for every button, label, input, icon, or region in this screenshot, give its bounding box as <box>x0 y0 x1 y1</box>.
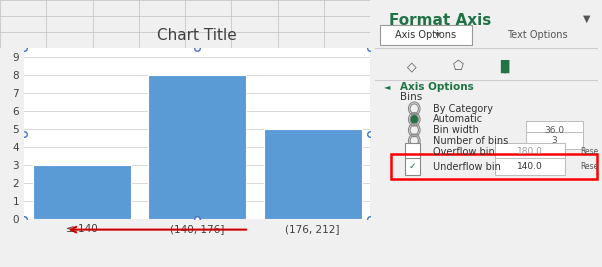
Text: Rese: Rese <box>580 162 598 171</box>
Text: Number of bins: Number of bins <box>433 136 508 146</box>
Text: Rese: Rese <box>580 147 598 156</box>
Title: Chart Title: Chart Title <box>157 28 237 43</box>
Circle shape <box>410 115 418 124</box>
Bar <box>33 165 131 219</box>
Text: By Category: By Category <box>433 104 493 114</box>
Text: 180.0: 180.0 <box>517 147 543 156</box>
Bar <box>148 75 246 219</box>
FancyBboxPatch shape <box>379 25 472 45</box>
Text: Axis Options: Axis Options <box>400 82 474 92</box>
Text: Underflow bin: Underflow bin <box>433 162 501 172</box>
Text: ▼: ▼ <box>583 13 591 23</box>
Text: Overflow bin: Overflow bin <box>433 147 495 157</box>
Text: Format Axis: Format Axis <box>389 13 491 28</box>
FancyBboxPatch shape <box>495 158 565 175</box>
FancyBboxPatch shape <box>526 121 583 139</box>
FancyBboxPatch shape <box>405 143 420 160</box>
Text: Automatic: Automatic <box>433 114 483 124</box>
Text: Axis Options: Axis Options <box>396 30 456 40</box>
Text: ◇: ◇ <box>407 60 417 73</box>
Text: 3: 3 <box>551 136 557 145</box>
Text: 36.0: 36.0 <box>544 125 565 135</box>
Text: ⬠: ⬠ <box>453 60 464 73</box>
Text: ▼: ▼ <box>435 32 441 38</box>
Text: ▐▌: ▐▌ <box>495 60 514 73</box>
FancyBboxPatch shape <box>526 132 583 149</box>
Text: ◄: ◄ <box>384 82 391 91</box>
Text: Bin width: Bin width <box>433 125 479 135</box>
Text: Text Options: Text Options <box>507 30 568 40</box>
Text: ✓: ✓ <box>409 162 416 171</box>
FancyBboxPatch shape <box>495 143 565 160</box>
Text: Bins: Bins <box>400 92 423 103</box>
Bar <box>264 129 362 219</box>
Text: 140.0: 140.0 <box>517 162 543 171</box>
FancyBboxPatch shape <box>405 158 420 175</box>
